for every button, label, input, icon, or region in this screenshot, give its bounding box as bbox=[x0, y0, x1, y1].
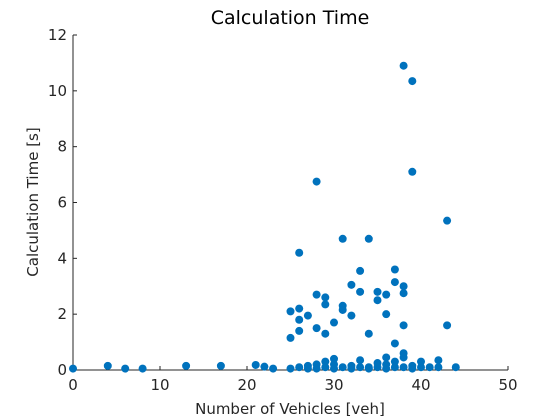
data-point bbox=[286, 364, 295, 373]
data-point bbox=[303, 361, 312, 370]
data-point bbox=[182, 361, 191, 370]
x-ticks: 0 10 20 30 40 50 bbox=[68, 366, 518, 394]
y-tick-label: 2 bbox=[57, 305, 67, 323]
data-point bbox=[269, 364, 278, 373]
data-point bbox=[399, 321, 408, 330]
data-point bbox=[373, 287, 382, 296]
data-point bbox=[390, 265, 399, 274]
data-point bbox=[399, 353, 408, 362]
y-tick-label: 6 bbox=[57, 194, 67, 212]
data-point bbox=[312, 177, 321, 186]
data-point bbox=[408, 364, 417, 373]
data-point bbox=[216, 361, 225, 370]
data-point bbox=[390, 278, 399, 287]
data-point bbox=[69, 364, 77, 373]
data-point bbox=[356, 363, 365, 372]
chart-title: Calculation Time bbox=[211, 7, 370, 29]
x-tick-label: 10 bbox=[150, 376, 169, 394]
data-point bbox=[364, 329, 373, 338]
data-point bbox=[286, 307, 295, 316]
data-point bbox=[417, 357, 425, 366]
x-tick-label: 50 bbox=[498, 376, 517, 394]
data-point bbox=[390, 363, 399, 372]
data-point bbox=[321, 357, 330, 366]
data-point bbox=[251, 360, 260, 369]
axes bbox=[72, 35, 508, 371]
data-point bbox=[390, 339, 399, 348]
data-point bbox=[382, 353, 391, 362]
y-axis-label: Calculation Time [s] bbox=[24, 127, 42, 276]
data-point bbox=[451, 363, 460, 372]
y-ticks: 0 2 4 6 8 10 12 bbox=[48, 26, 77, 379]
data-point bbox=[321, 329, 330, 338]
data-point bbox=[408, 167, 417, 176]
data-point bbox=[382, 290, 391, 299]
data-points bbox=[69, 61, 460, 373]
data-point bbox=[330, 318, 338, 327]
data-point bbox=[382, 310, 391, 319]
data-point bbox=[373, 363, 382, 372]
data-point bbox=[338, 305, 347, 314]
data-point bbox=[295, 304, 304, 313]
data-point bbox=[303, 311, 312, 320]
data-point bbox=[399, 289, 408, 298]
data-point bbox=[347, 311, 356, 320]
data-point bbox=[408, 77, 417, 86]
data-point bbox=[356, 287, 365, 296]
data-point bbox=[321, 293, 330, 302]
data-point bbox=[295, 315, 304, 324]
data-point bbox=[330, 364, 338, 373]
y-tick-label: 12 bbox=[48, 26, 67, 44]
data-point bbox=[312, 360, 321, 369]
y-tick-label: 0 bbox=[57, 361, 67, 379]
x-tick-label: 40 bbox=[411, 376, 430, 394]
data-point bbox=[356, 266, 365, 275]
data-point bbox=[434, 363, 443, 372]
data-point bbox=[338, 234, 347, 243]
data-point bbox=[347, 361, 356, 370]
y-tick-label: 4 bbox=[57, 249, 67, 267]
data-point bbox=[295, 248, 304, 257]
data-point bbox=[286, 333, 295, 342]
data-point bbox=[347, 280, 356, 289]
data-point bbox=[399, 363, 408, 372]
data-point bbox=[295, 326, 304, 335]
data-point bbox=[138, 364, 147, 373]
data-point bbox=[382, 364, 391, 373]
data-point bbox=[330, 354, 338, 363]
data-point bbox=[373, 296, 382, 305]
data-point bbox=[321, 363, 330, 372]
data-point bbox=[399, 282, 408, 291]
x-axis-label: Number of Vehicles [veh] bbox=[195, 400, 385, 418]
data-point bbox=[390, 357, 399, 366]
data-point bbox=[443, 321, 452, 330]
data-point bbox=[425, 363, 434, 372]
data-point bbox=[364, 364, 373, 373]
data-point bbox=[121, 364, 130, 373]
y-tick-label: 10 bbox=[48, 82, 67, 100]
data-point bbox=[321, 300, 330, 309]
data-point bbox=[295, 363, 304, 372]
x-tick-label: 20 bbox=[237, 376, 256, 394]
data-point bbox=[260, 362, 269, 371]
x-tick-label: 30 bbox=[324, 376, 343, 394]
data-point bbox=[312, 290, 321, 299]
data-point bbox=[338, 363, 347, 372]
x-tick-label: 0 bbox=[68, 376, 78, 394]
y-tick-label: 8 bbox=[57, 138, 67, 156]
data-point bbox=[443, 216, 452, 225]
data-point bbox=[364, 234, 373, 243]
data-point bbox=[417, 363, 425, 372]
data-point bbox=[312, 324, 321, 333]
data-point bbox=[356, 356, 365, 365]
data-point bbox=[434, 356, 443, 365]
data-point bbox=[399, 61, 408, 70]
data-point bbox=[103, 361, 112, 370]
